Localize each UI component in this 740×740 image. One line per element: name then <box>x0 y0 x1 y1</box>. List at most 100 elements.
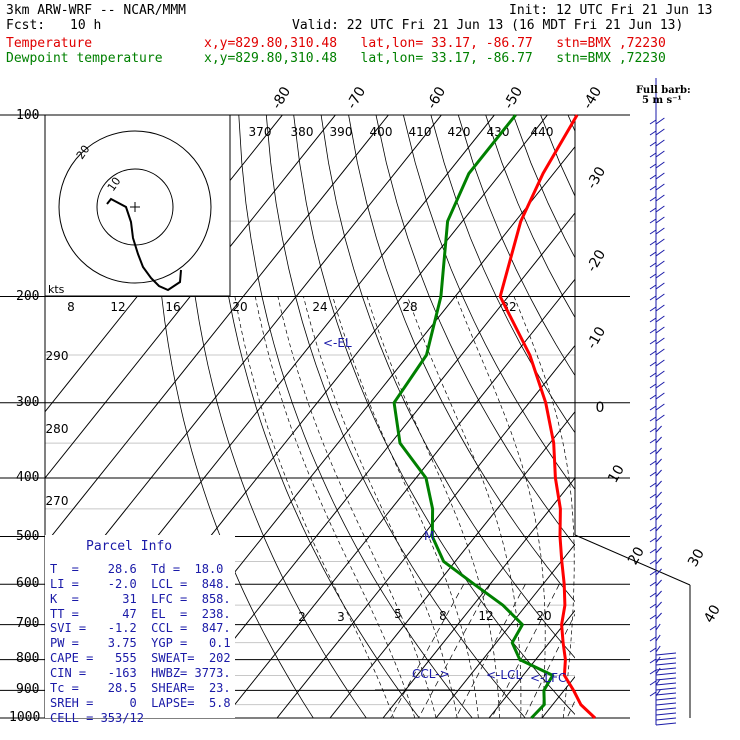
dry-adiabat <box>320 115 575 659</box>
wind-barb <box>655 722 677 726</box>
hodograph-ring-20 <box>58 130 212 284</box>
temperature-trace <box>498 114 597 720</box>
dry-adiabat <box>678 115 740 718</box>
isotherm-line <box>382 477 575 718</box>
moist-adiabat <box>606 297 653 719</box>
wind-barb <box>649 612 662 620</box>
moist-adiabat <box>254 296 416 718</box>
hodograph-trace <box>106 197 182 292</box>
speed-label: 16 <box>165 300 180 314</box>
wind-barb <box>649 601 662 609</box>
wind-barb <box>655 652 677 656</box>
dry-adiabat <box>375 115 575 547</box>
isotherm-line <box>435 543 575 718</box>
pressure-label-900: 900 <box>16 682 40 697</box>
isotherm-line <box>701 115 740 718</box>
wind-barb <box>649 150 665 158</box>
wind-barb <box>649 238 665 246</box>
sounding-traces: <-EL M CCL-> <-LCL <-LFC <box>323 114 597 720</box>
storm-motion-marker <box>130 202 140 212</box>
wind-barb <box>649 315 665 323</box>
parcel-row-tc: Tc = 28.5 SHEAR= 23. <box>50 681 231 695</box>
mixing-ratio-label: 20 <box>536 609 551 623</box>
pressure-label-800: 800 <box>16 651 40 666</box>
moist-adiabat <box>332 296 479 718</box>
moist-adiabat <box>627 297 705 719</box>
dry-adiabat <box>183 115 367 718</box>
wind-barb <box>655 672 677 676</box>
isotherm-line <box>329 410 575 718</box>
parcel-row-tt: TT = 47 EL = 238. <box>50 607 231 621</box>
valid-time: Valid: 22 UTC Fri 21 Jun 13 (16 MDT Fri … <box>292 18 684 33</box>
dry-adiabat <box>457 115 575 377</box>
wind-barb <box>649 447 662 455</box>
isotherm-line <box>595 115 740 718</box>
forecast-hour: 10 h <box>70 18 102 33</box>
wind-barb <box>649 293 665 301</box>
dry-adiabat <box>596 115 740 718</box>
pressure-label-700: 700 <box>16 616 40 631</box>
wind-barb <box>649 128 665 136</box>
dry-adiabat <box>293 115 575 716</box>
legend-temperature: Temperature <box>6 36 93 51</box>
wind-barb <box>655 657 677 661</box>
isotherm-line <box>170 212 575 718</box>
speed-label: 12 <box>110 300 125 314</box>
wind-barb <box>649 227 665 235</box>
wind-barb <box>649 634 661 642</box>
lfc-marker: <-LFC <box>530 671 566 685</box>
wind-barb <box>649 271 665 279</box>
dry-adiabat <box>403 115 575 490</box>
wind-barb <box>649 590 662 598</box>
wind-barb <box>655 697 677 701</box>
parcel-row-pw: PW = 3.75 YGP = 0.1 <box>50 636 231 650</box>
wind-barb <box>649 359 665 367</box>
pressure-label-500: 500 <box>16 529 40 544</box>
wind-barb <box>649 304 665 312</box>
forecast-label: Fcst: <box>6 18 46 33</box>
wind-barb <box>649 260 665 268</box>
parcel-row-cell: CELL = 353/12 <box>50 711 144 725</box>
speed-label: 28 <box>402 300 417 314</box>
dry-adiabat <box>650 115 740 718</box>
wind-barb <box>649 667 661 675</box>
theta-label: 440 <box>531 125 554 139</box>
wind-barb <box>649 414 665 422</box>
isotherm-line <box>45 115 389 546</box>
wind-barb <box>655 687 677 691</box>
dry-adiabat <box>705 115 740 718</box>
wind-barbs <box>649 78 677 726</box>
wind-barb <box>655 682 677 686</box>
wind-barb <box>649 337 665 345</box>
mixing-ratio-line <box>418 584 491 718</box>
mixing-ratio-line <box>523 613 575 718</box>
parcel-row-sreh: SREH = 0 LAPSE= 5.8 <box>50 696 231 710</box>
isotherm-line <box>276 344 575 718</box>
wind-barb <box>655 717 677 721</box>
theta-label: 290 <box>46 349 69 363</box>
temperature-label: 30 <box>685 546 708 569</box>
wind-barb <box>649 161 665 169</box>
wind-barb <box>649 557 662 565</box>
speed-label: 24 <box>312 300 327 314</box>
pressure-label-200: 200 <box>16 289 40 304</box>
theta-label: 410 <box>409 125 432 139</box>
wind-barb <box>649 183 665 191</box>
wind-barb <box>649 579 662 587</box>
mixing-ratio-line <box>390 584 465 718</box>
wind-barb <box>649 491 662 499</box>
dewpoint-trace <box>392 114 555 720</box>
temperature-label: -30 <box>584 164 609 192</box>
dry-adiabat <box>623 115 740 718</box>
wind-barb <box>649 216 665 224</box>
wind-barb <box>649 623 661 631</box>
pressure-label-1000: 1000 <box>9 710 41 725</box>
temperature-label: 20 <box>625 544 648 567</box>
temperature-label: -10 <box>584 324 609 352</box>
wind-barb <box>655 702 677 706</box>
legend-dewpoint: Dewpoint temperature <box>6 51 163 66</box>
wind-barb <box>649 535 662 543</box>
theta-label: 370 <box>249 125 272 139</box>
temperature-label: -20 <box>584 247 609 275</box>
